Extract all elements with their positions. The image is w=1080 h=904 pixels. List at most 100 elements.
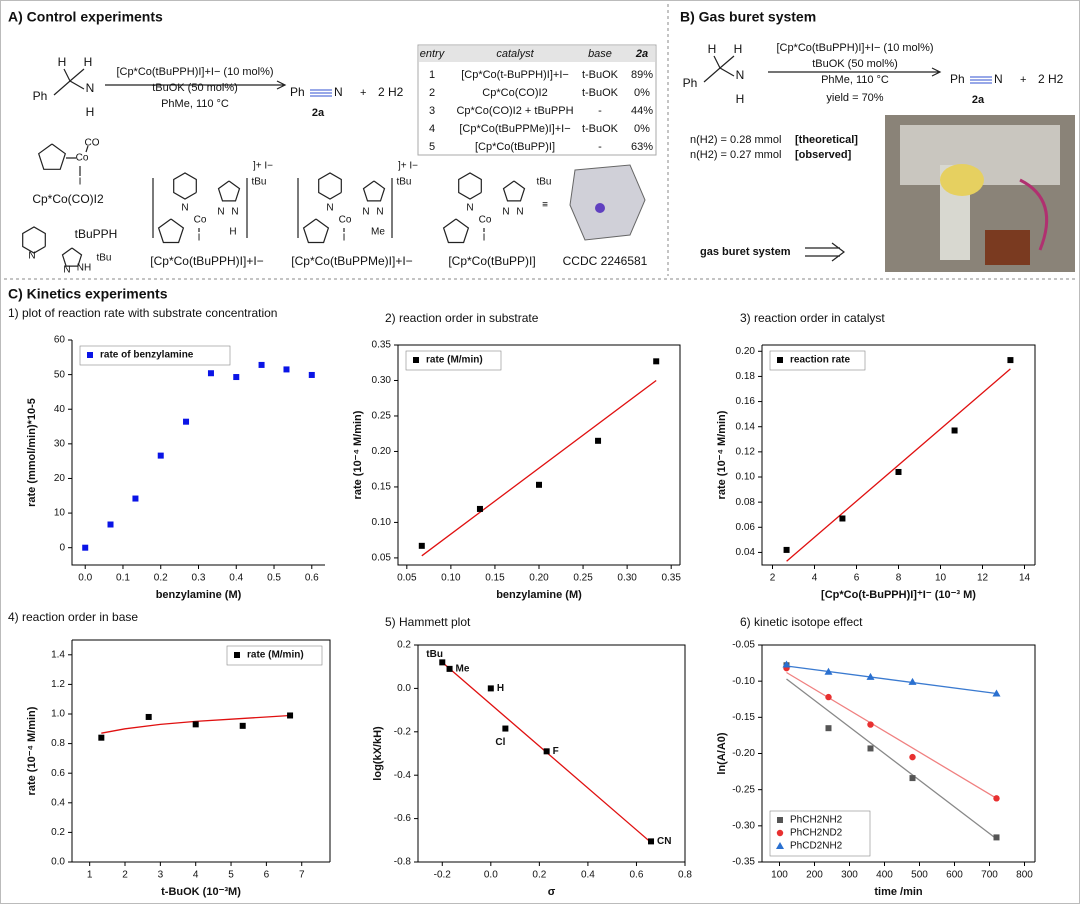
compound-name: [Cp*Co(tBuPPH)I]+I− xyxy=(150,254,263,268)
atom: H xyxy=(708,42,717,56)
condition: yield = 70% xyxy=(826,92,883,104)
table-header: 2a xyxy=(635,48,648,60)
bond xyxy=(22,226,46,254)
fit-line xyxy=(786,368,1011,562)
point xyxy=(783,546,790,553)
y-tick-label: 0.0 xyxy=(51,857,65,868)
legend-box xyxy=(769,810,871,857)
compound-name: CCDC 2246581 xyxy=(563,254,648,268)
y-axis-label: ln(A/A0) xyxy=(716,732,728,775)
point xyxy=(992,689,1001,697)
atom: I xyxy=(79,177,82,188)
legend-label: PhCD2NH2 xyxy=(790,841,843,852)
bond xyxy=(297,178,393,238)
point xyxy=(192,721,199,728)
atom: N xyxy=(231,207,238,218)
table-cell: Cp*Co(CO)I2 xyxy=(482,87,547,99)
atom: ]+ I− xyxy=(398,161,418,172)
frame xyxy=(418,644,686,862)
bond xyxy=(458,172,482,200)
atom: CO xyxy=(85,138,100,149)
condition: tBuOK (50 mol%) xyxy=(812,58,898,70)
point xyxy=(418,542,425,549)
x-tick-label: 300 xyxy=(841,870,858,881)
atom: N xyxy=(516,207,523,218)
legend-label: reaction rate xyxy=(790,355,850,366)
x-tick-label: 2 xyxy=(122,870,128,881)
x-axis-label: t-BuOK (10⁻³M) xyxy=(161,886,241,898)
x-tick-label: 8 xyxy=(896,573,902,584)
y-tick-label: -0.05 xyxy=(732,640,755,651)
x-axis-label: σ xyxy=(548,886,556,898)
y-tick-label: 0.25 xyxy=(372,411,392,422)
label: + xyxy=(360,87,366,99)
triple-bond xyxy=(310,89,332,97)
x-tick-label: 500 xyxy=(911,870,928,881)
table-cell: - xyxy=(598,105,602,117)
point xyxy=(536,481,542,488)
frame xyxy=(72,639,331,862)
compound-name: [Cp*Co(tBuPPMe)I]+I− xyxy=(291,254,412,268)
atom: Co xyxy=(76,153,89,164)
axis xyxy=(397,345,680,566)
y-tick-label: -0.8 xyxy=(394,857,412,868)
point xyxy=(258,361,265,368)
atom: N xyxy=(334,85,343,99)
legend-marker xyxy=(413,357,419,363)
table-cell: t-BuOK xyxy=(582,87,619,99)
y-tick-label: 0.20 xyxy=(372,446,392,457)
table-cell: 0% xyxy=(634,87,650,99)
y-axis-label: rate (mmol/min)*10-5 xyxy=(26,398,38,507)
bond xyxy=(302,218,330,244)
point-label: CN xyxy=(657,836,671,847)
y-tick-label: 0.10 xyxy=(736,472,756,483)
point xyxy=(487,685,494,692)
legend-label: PhCH2ND2 xyxy=(790,828,843,839)
point xyxy=(287,712,294,719)
atom: Ph xyxy=(290,85,305,99)
x-tick-label: 0.8 xyxy=(678,870,692,881)
atom: N xyxy=(217,207,224,218)
point xyxy=(1007,357,1014,364)
atom: H xyxy=(229,227,236,238)
measurement-tag: [theoretical] xyxy=(795,134,858,146)
point-label: tBu xyxy=(426,649,443,660)
triple-bond xyxy=(970,76,992,84)
chart-title: 1) plot of reaction rate with substrate … xyxy=(8,306,277,320)
atom: H xyxy=(84,55,93,69)
atom: N xyxy=(326,203,333,214)
legend-marker xyxy=(234,652,240,658)
atom: 2 H2 xyxy=(1038,72,1064,86)
frame xyxy=(398,344,681,565)
point xyxy=(132,495,139,502)
atom: H xyxy=(736,92,745,106)
bond xyxy=(703,55,735,83)
table-cell: 44% xyxy=(631,105,653,117)
atom: 2 H2 xyxy=(378,85,404,99)
atom: Ph xyxy=(33,89,48,103)
x-tick-label: 6 xyxy=(854,573,860,584)
point xyxy=(107,521,114,528)
point xyxy=(909,775,916,782)
point xyxy=(145,713,152,720)
y-tick-label: -0.30 xyxy=(732,820,755,831)
point xyxy=(951,427,958,434)
point-label: F xyxy=(553,746,559,757)
frame xyxy=(762,644,1036,862)
atom: Ph xyxy=(683,76,698,90)
y-tick-label: 0.14 xyxy=(736,421,756,432)
y-tick-label: 0.08 xyxy=(736,497,756,508)
y-axis-label: log(kX/kH) xyxy=(372,726,384,781)
y-tick-label: -0.6 xyxy=(394,813,412,824)
point xyxy=(895,468,902,475)
legend-label: rate (M/min) xyxy=(247,650,304,661)
y-tick-label: 0.18 xyxy=(736,371,756,382)
table-cell: t-BuOK xyxy=(582,69,619,81)
legend-marker xyxy=(776,842,784,849)
condition: PhMe, 110 °C xyxy=(821,74,889,86)
atom: NH xyxy=(77,263,91,274)
bond xyxy=(173,172,197,200)
table-cell: 1 xyxy=(429,69,435,81)
chart-title: 6) kinetic isotope effect xyxy=(740,615,863,629)
x-tick-label: 600 xyxy=(946,870,963,881)
